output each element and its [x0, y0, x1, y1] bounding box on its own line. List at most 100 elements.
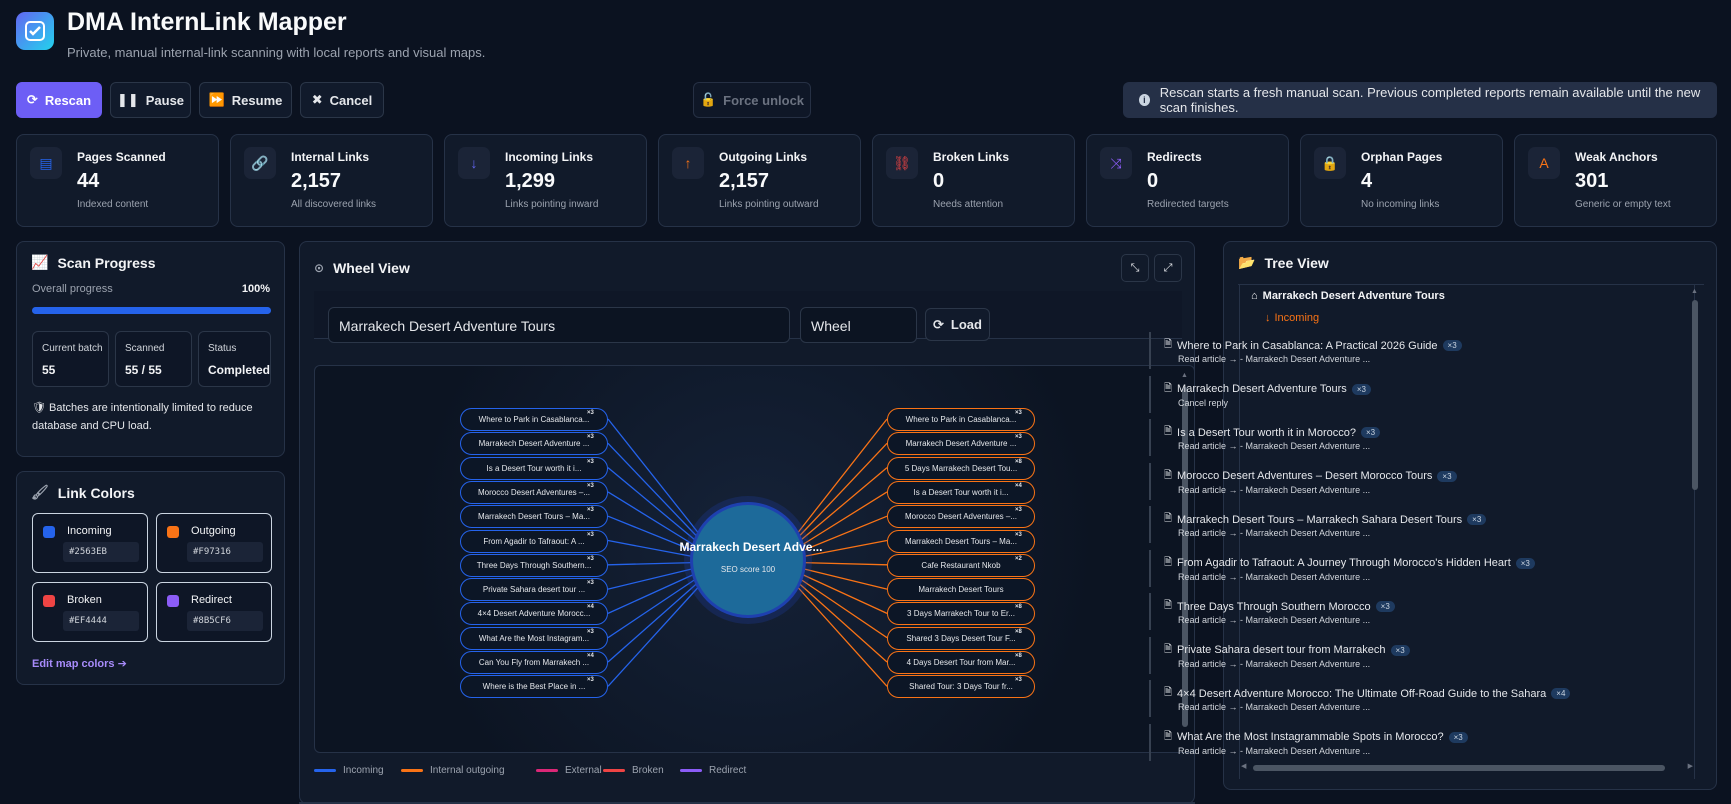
page-select[interactable]: Marrakech Desert Adventure Tours: [328, 307, 790, 343]
cancel-button[interactable]: ✖ Cancel: [300, 82, 384, 118]
tree-item[interactable]: 🗎 What Are the Most Instagrammable Spots …: [1149, 723, 1487, 761]
incoming-node[interactable]: Where to Park in Casablanca...: [460, 408, 608, 431]
incoming-node[interactable]: Is a Desert Tour worth it i...: [460, 456, 608, 480]
status-card: Status Completed: [198, 331, 271, 387]
tree-root[interactable]: ⌂ Marrakech Desert Adventure Tours: [1251, 290, 1445, 302]
fullscreen-button[interactable]: ⤢: [1154, 254, 1182, 282]
batch-note: 🛡 Batches are intentionally limited to r…: [32, 402, 253, 432]
app-subtitle: Private, manual internal-link scanning w…: [67, 45, 486, 60]
incoming-node-count: ×3: [587, 458, 594, 465]
tree-item[interactable]: 🗎 4×4 Desert Adventure Morocco: The Ultim…: [1149, 680, 1571, 717]
outgoing-node[interactable]: Morocco Desert Adventures –...: [887, 505, 1035, 529]
color-swatch: [43, 595, 55, 607]
legend-item: Incoming: [314, 765, 384, 776]
incoming-node[interactable]: 4×4 Desert Adventure Morocc...: [460, 602, 608, 626]
outgoing-node[interactable]: Shared Tour: 3 Days Tour fr...: [887, 675, 1035, 699]
tree-vscrollbar[interactable]: ▲: [1691, 288, 1699, 758]
incoming-node[interactable]: From Agadir to Tafraout: A ...: [460, 529, 608, 553]
outgoing-node[interactable]: Marrakech Desert Adventure ...: [887, 432, 1035, 456]
force-unlock-button[interactable]: 🔓 Force unlock: [693, 82, 811, 118]
scroll-up-icon[interactable]: ▲: [1181, 372, 1188, 379]
incoming-link-line: [607, 442, 699, 538]
outgoing-node[interactable]: Is a Desert Tour worth it i...: [887, 480, 1035, 504]
tree-item[interactable]: 🗎 Morocco Desert Adventures – Desert Moro…: [1149, 462, 1487, 500]
compress-icon: ⤡: [1130, 261, 1140, 274]
arrow-up-icon: ↑: [672, 147, 704, 179]
center-node-score: SEO score 100: [720, 565, 776, 574]
incoming-node-count: ×3: [587, 677, 594, 684]
incoming-node[interactable]: Three Days Through Southern...: [460, 553, 608, 577]
edit-map-colors-link[interactable]: Edit map colors ➔: [32, 658, 127, 670]
outgoing-node[interactable]: Marrakech Desert Tours: [887, 578, 1035, 602]
color-card-redirect[interactable]: Redirect #8B5CF6: [156, 582, 272, 642]
outgoing-link-line: [797, 418, 888, 533]
outgoing-node-count: ×3: [1015, 410, 1022, 416]
incoming-link-line: [607, 561, 699, 566]
tree-item[interactable]: 🗎 Marrakech Desert Tours – Marrakech Saha…: [1149, 506, 1487, 543]
resume-button[interactable]: ⏩ Resume: [199, 82, 292, 118]
tree-incoming-group[interactable]: ↓ Incoming: [1265, 312, 1320, 324]
tree-hscrollbar[interactable]: ◀ ▶: [1241, 763, 1693, 773]
tree-item[interactable]: 🗎 Is a Desert Tour worth it in Morocco? ×3…: [1149, 419, 1487, 456]
outgoing-node[interactable]: 3 Days Marrakech Tour to Er...: [887, 602, 1035, 626]
tree-item[interactable]: 🗎 Where to Park in Casablanca: A Practica…: [1149, 332, 1487, 369]
tree-item[interactable]: 🗎 Three Days Through Southern Morocco ×3 R…: [1149, 593, 1487, 630]
incoming-node[interactable]: Where is the Best Place in ...: [460, 675, 608, 699]
link-count-badge: ×3: [1448, 731, 1468, 743]
legend-item: Redirect: [680, 765, 746, 776]
color-card-broken[interactable]: Broken #EF4444: [32, 582, 148, 642]
scroll-down-icon[interactable]: ▼: [1181, 735, 1188, 742]
document-icon: ▤: [30, 147, 62, 179]
wheel-scrollbar[interactable]: ▲ ▼: [1181, 372, 1189, 742]
file-icon: 🗎: [1164, 556, 1173, 568]
incoming-node[interactable]: Marrakech Desert Tours – Ma...: [460, 505, 608, 529]
fit-view-button[interactable]: ⤡: [1121, 254, 1149, 282]
brush-icon: 🖌: [31, 484, 49, 500]
center-node[interactable]: Marrakech Desert Adve... SEO score 100: [680, 502, 822, 618]
color-card-incoming[interactable]: Incoming #2563EB: [32, 513, 148, 573]
load-button[interactable]: ⟳ Load: [925, 308, 990, 341]
scroll-right-icon[interactable]: ▶: [1687, 763, 1693, 770]
incoming-node[interactable]: Morocco Desert Adventures –...: [460, 480, 608, 504]
legend-swatch: [401, 769, 423, 772]
wheel-scroll-thumb[interactable]: [1182, 387, 1188, 727]
incoming-node[interactable]: Marrakech Desert Adventure ...: [460, 432, 608, 456]
incoming-link-line: [607, 571, 699, 614]
tree-item[interactable]: 🗎 From Agadir to Tafraout: A Journey Thro…: [1149, 549, 1535, 587]
color-card-outgoing[interactable]: Outgoing #F97316: [156, 513, 272, 573]
outgoing-node[interactable]: 5 Days Marrakech Desert Tou...: [887, 456, 1035, 480]
shuffle-icon: ⤨: [1100, 147, 1132, 179]
outgoing-node[interactable]: Where to Park in Casablanca...: [887, 408, 1035, 431]
pause-button[interactable]: ❚❚ Pause: [110, 82, 191, 118]
link-count-badge: ×3: [1390, 644, 1410, 656]
outgoing-node[interactable]: Shared 3 Days Desert Tour F...: [887, 626, 1035, 650]
outgoing-node-count: ×4: [1015, 482, 1022, 489]
mode-select[interactable]: Wheel: [800, 307, 917, 343]
outgoing-node-count: ×3: [1015, 531, 1022, 538]
file-icon: 🗎: [1164, 382, 1173, 394]
tree-hscroll-thumb[interactable]: [1253, 765, 1665, 771]
broken-link-icon: ⛓: [886, 147, 918, 179]
outgoing-node[interactable]: 4 Days Desert Tour from Mar...: [887, 651, 1035, 674]
rescan-button[interactable]: ⟳ Rescan: [16, 82, 102, 118]
tree-item[interactable]: 🗎 Private Sahara desert tour from Marrake…: [1149, 636, 1487, 674]
link-count-badge: ×3: [1515, 557, 1535, 569]
legend-swatch: [536, 769, 558, 772]
arrow-right-icon: ➔: [117, 658, 127, 670]
scroll-left-icon[interactable]: ◀: [1241, 763, 1247, 770]
tree-vscroll-thumb[interactable]: [1692, 300, 1698, 490]
incoming-node[interactable]: Can You Fly from Marrakech ...: [460, 651, 608, 674]
tree-item[interactable]: 🗎 Marrakech Desert Adventure Tours ×3 Canc…: [1149, 375, 1487, 413]
legend-item: Broken: [603, 765, 664, 776]
link-icon: 🔗: [244, 147, 276, 179]
scroll-up-icon[interactable]: ▲: [1691, 288, 1698, 295]
rescan-notice: i Rescan starts a fresh manual scan. Pre…: [1123, 82, 1717, 118]
arrow-down-icon: ↓: [1265, 312, 1271, 324]
incoming-node[interactable]: What Are the Most Instagram...: [460, 626, 608, 650]
incoming-node[interactable]: Private Sahara desert tour ...: [460, 578, 608, 602]
outgoing-node-count: ×2: [1015, 555, 1022, 562]
outgoing-node[interactable]: Cafe Restaurant Nkob: [887, 553, 1035, 577]
file-icon: 🗎: [1164, 687, 1173, 698]
link-count-badge: ×3: [1351, 383, 1371, 395]
outgoing-node[interactable]: Marrakech Desert Tours – Ma...: [887, 529, 1035, 553]
